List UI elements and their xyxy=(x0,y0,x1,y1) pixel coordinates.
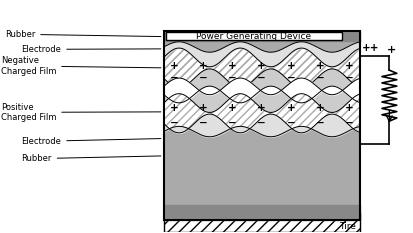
Text: −: − xyxy=(198,118,207,128)
Text: −: − xyxy=(344,73,353,82)
Text: −: − xyxy=(315,73,324,82)
Text: +: + xyxy=(169,103,178,113)
Bar xyxy=(163,213,359,232)
Text: −: − xyxy=(256,118,266,128)
Text: −: − xyxy=(228,118,236,128)
Text: −: − xyxy=(344,118,353,128)
Text: Power Generating Device: Power Generating Device xyxy=(196,31,311,41)
Text: +: + xyxy=(198,61,207,71)
Text: +: + xyxy=(344,103,353,113)
Text: +: + xyxy=(169,61,178,71)
Text: −: − xyxy=(228,73,236,82)
Text: −: − xyxy=(169,73,178,82)
Text: +: + xyxy=(286,61,294,71)
Text: +: + xyxy=(198,103,207,113)
Bar xyxy=(163,31,359,219)
Text: −: − xyxy=(169,118,178,128)
Text: Negative
Charged Film: Negative Charged Film xyxy=(1,56,161,76)
Text: Electrode: Electrode xyxy=(21,137,161,146)
Text: +: + xyxy=(228,61,236,71)
Text: Positive
Charged Film: Positive Charged Film xyxy=(1,103,161,122)
Text: −: − xyxy=(256,73,266,82)
Text: −: − xyxy=(286,118,294,128)
Text: Electrode: Electrode xyxy=(21,45,161,54)
Text: −: − xyxy=(315,118,324,128)
Bar xyxy=(165,32,341,40)
Text: +: + xyxy=(315,61,324,71)
Text: Rubber: Rubber xyxy=(5,30,161,39)
Text: −: − xyxy=(286,73,294,82)
Text: +: + xyxy=(387,45,396,55)
Text: ++: ++ xyxy=(361,43,378,53)
Text: +: + xyxy=(256,61,266,71)
Text: +: + xyxy=(315,103,324,113)
Text: −: − xyxy=(198,73,207,82)
Text: +: + xyxy=(286,103,294,113)
Text: +: + xyxy=(344,61,353,71)
Text: Rubber: Rubber xyxy=(21,154,161,163)
Text: +: + xyxy=(256,103,266,113)
Text: Tire: Tire xyxy=(338,222,355,231)
Text: +: + xyxy=(228,103,236,113)
